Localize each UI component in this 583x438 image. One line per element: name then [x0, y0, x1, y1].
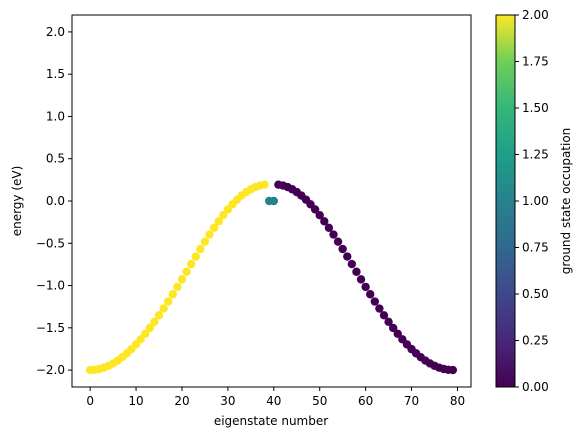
data-point [145, 323, 155, 333]
y-tick-label: 2.0 [46, 25, 65, 39]
data-point [356, 275, 366, 284]
data-point [388, 323, 398, 333]
colorbar-tick-label: 0.00 [522, 380, 549, 394]
y-tick-label: −1.0 [36, 279, 65, 293]
colorbar-tick-label: 1.75 [522, 55, 549, 69]
y-tick-label: 1.5 [46, 67, 65, 81]
data-point [196, 244, 205, 254]
data-point [393, 329, 402, 339]
x-axis-ticks: 0 10 20 30 40 50 60 70 80 [86, 387, 465, 408]
data-point [163, 297, 173, 306]
x-tick-label: 40 [266, 394, 281, 408]
data-point [182, 267, 191, 276]
data-point [375, 304, 384, 313]
colorbar-tick-label: 2.00 [522, 8, 549, 22]
data-point [361, 282, 370, 292]
data-point [379, 311, 389, 320]
data-points [85, 180, 458, 375]
data-point [333, 237, 343, 246]
x-tick-label: 50 [312, 394, 327, 408]
data-point [159, 304, 168, 313]
y-tick-label: −1.5 [36, 321, 65, 335]
data-point [219, 211, 228, 220]
colorbar [495, 14, 516, 388]
x-tick-label: 70 [404, 394, 419, 408]
y-axis-label: energy (eV) [10, 166, 24, 237]
data-point [320, 217, 329, 226]
colorbar-tick-label: 0.25 [522, 334, 549, 348]
y-tick-label: 0.5 [46, 152, 65, 166]
x-tick-label: 30 [220, 394, 235, 408]
data-point [154, 311, 164, 320]
data-point [269, 196, 278, 206]
data-point [352, 267, 361, 276]
data-point [168, 290, 177, 299]
y-tick-label: −2.0 [36, 363, 65, 377]
colorbar-tick-label: 1.25 [522, 148, 549, 162]
data-point [315, 211, 324, 220]
x-tick-label: 60 [358, 394, 373, 408]
data-point [200, 237, 210, 246]
data-point [324, 223, 334, 232]
data-point [209, 223, 219, 232]
x-tick-label: 20 [174, 394, 189, 408]
data-point [310, 205, 320, 214]
data-point [370, 297, 380, 306]
x-tick-label: 0 [86, 394, 94, 408]
data-point [343, 252, 352, 261]
colorbar-label: ground state occupation [559, 128, 573, 275]
colorbar-tick-label: 0.75 [522, 241, 549, 255]
data-point [150, 317, 159, 327]
data-point [260, 180, 269, 189]
y-tick-label: 0.0 [46, 194, 65, 208]
data-point [384, 317, 393, 327]
data-point [214, 217, 223, 226]
x-tick-label: 80 [450, 394, 465, 408]
data-point [448, 365, 458, 375]
data-point [329, 230, 338, 239]
x-tick-label: 10 [128, 394, 143, 408]
colorbar-tick-label: 1.00 [522, 194, 549, 208]
data-point [347, 259, 357, 269]
colorbar-tick-label: 1.50 [522, 101, 549, 115]
data-point [205, 230, 214, 239]
data-point [173, 282, 182, 292]
y-axis-ticks: −2.0 −1.5 −1.0 −0.5 0.0 0.5 1.0 1.5 2.0 [36, 25, 72, 377]
y-tick-label: 1.0 [46, 109, 65, 123]
data-point [191, 252, 200, 261]
data-point [366, 290, 375, 299]
x-axis-label: eigenstate number [214, 414, 328, 428]
data-point [186, 259, 196, 269]
data-point [141, 329, 150, 339]
colorbar-ticks: 0.00 0.25 0.50 0.75 1.00 1.25 1.50 1.75 2.00 [515, 8, 549, 394]
y-tick-label: −0.5 [36, 236, 65, 250]
data-point [338, 244, 347, 254]
data-point [177, 275, 187, 284]
colorbar-tick-label: 0.50 [522, 287, 549, 301]
data-point [136, 335, 145, 344]
